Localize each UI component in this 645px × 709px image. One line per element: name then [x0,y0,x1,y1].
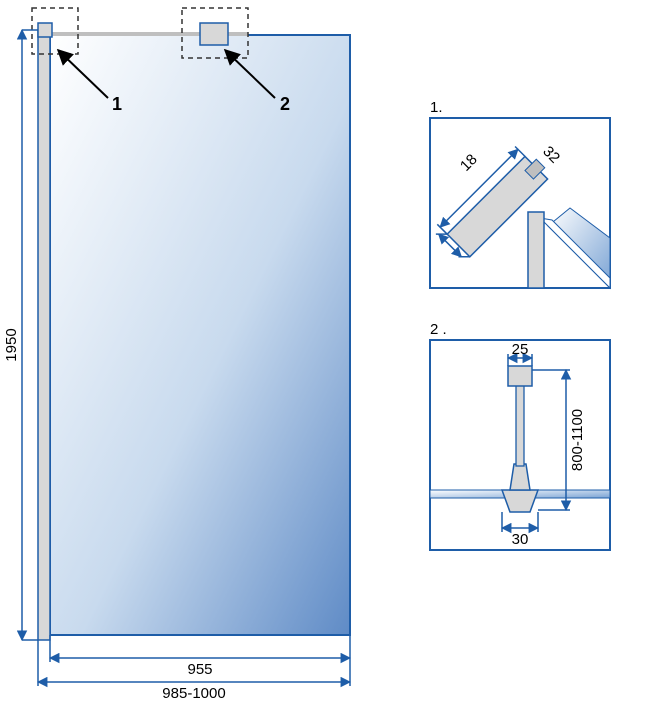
detail2-rod [516,384,524,466]
detail-1: 1. 18 32 [430,99,610,288]
dim-height-label: 1950 [3,328,20,361]
dim-inner-width-label: 955 [187,661,212,678]
main-diagram: 1 2 1950 955 985-1000 [3,8,350,702]
dim-outer-width-label: 985-1000 [162,685,225,702]
support-bracket [200,23,228,45]
detail2-title: 2 . [430,321,447,338]
wall-profile [38,30,50,640]
callout-label-2: 2 [280,94,290,114]
detail2-top-block [508,366,532,386]
detail1-vertical-profile [528,212,544,288]
glass-panel [50,35,350,635]
detail2-height-dim: 800-1100 [569,409,586,471]
corner-bracket [38,23,52,37]
detail1-title: 1. [430,99,443,116]
detail2-bottom-dim: 30 [512,531,529,548]
callout-label-1: 1 [112,94,122,114]
detail-2: 2 . 25 30 800-1100 [430,321,610,550]
detail2-top-dim: 25 [512,341,529,358]
